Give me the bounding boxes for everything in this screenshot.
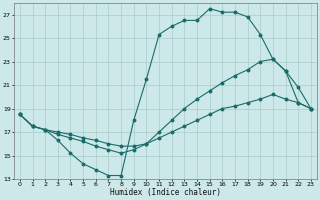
X-axis label: Humidex (Indice chaleur): Humidex (Indice chaleur) — [110, 188, 221, 197]
